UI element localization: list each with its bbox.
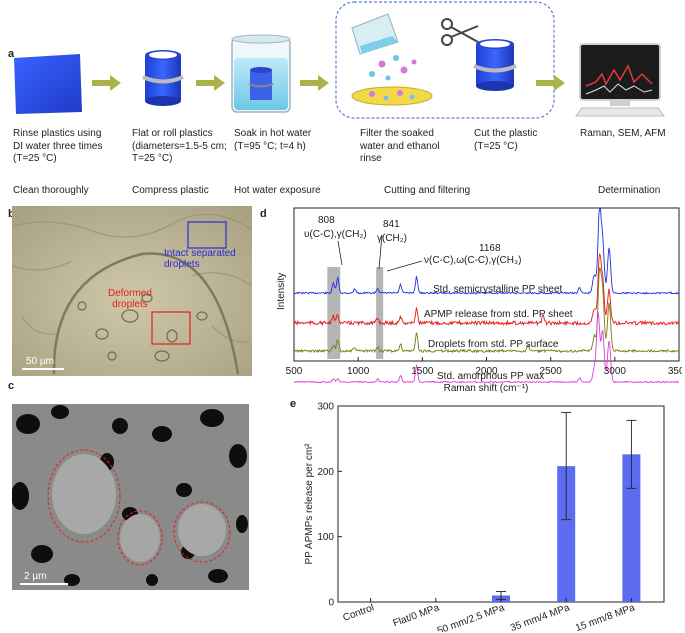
series-label-3: Std. amorphous PP wax [437, 371, 544, 382]
micrograph-b [12, 206, 252, 376]
step-rinse-text: Rinse plastics using DI water three time… [13, 128, 103, 164]
intact-droplets-box [187, 221, 227, 249]
peak-band-1 [376, 267, 384, 359]
raman-xtick-label: 500 [286, 366, 303, 377]
category-determination: Determination [598, 185, 661, 196]
panel-label-e: e [290, 398, 297, 410]
raman-ylabel: Intensity [276, 273, 287, 310]
peak-808-label: 808 [318, 215, 335, 226]
scale-bar-b-label: 50 µm [26, 356, 54, 367]
bar-xtick-label-1: Flat/0 MPa [392, 602, 442, 629]
step-soak-text: Soak in hot water (T=95 °C; t=4 h) [234, 128, 312, 152]
computer-monitor-icon [575, 43, 665, 117]
category-clean: Clean thoroughly [13, 185, 89, 196]
bar-xtick-label-0: Control [342, 602, 376, 623]
deformed-droplets-label: Deformed droplets [108, 288, 152, 310]
raman-xtick-label: 2000 [475, 366, 498, 377]
bar-ytick-label: 300 [317, 402, 334, 413]
peak-1168-label: 1168 [479, 243, 501, 254]
bar-ytick-label: 100 [317, 532, 334, 543]
raman-series-0 [293, 208, 680, 295]
panel-label-c: c [8, 380, 15, 392]
panel-label-b: b [8, 208, 15, 220]
filter-membrane-icon [351, 86, 433, 106]
series-label-1: APMP release from std. PP sheet [424, 309, 573, 320]
peak-band-0 [327, 267, 341, 359]
intact-droplets-label: Intact separated droplets [164, 248, 236, 270]
droplet-outline [173, 501, 231, 563]
raman-series-3 [293, 311, 680, 384]
series-label-0: Std. semicrystalline PP sheet [433, 284, 563, 295]
raman-series-2 [293, 267, 680, 354]
bar-ylabel: PP APMPs release per cm² [304, 443, 315, 565]
step-cut-text: Cut the plastic (T=25 °C) [474, 128, 538, 152]
step-determination-text: Raman, SEM, AFM [580, 128, 666, 139]
peak-808-assign: υ(C-C),γ(CH₂) [304, 229, 367, 240]
step-flatten-text: Flat or roll plastics (diameters=1.5-5 c… [132, 128, 227, 164]
arrow-icon [196, 75, 225, 91]
bar-plot-frame [337, 405, 665, 603]
category-hot-water: Hot water exposure [234, 185, 321, 196]
droplet-outline [47, 449, 121, 543]
raman-xtick-label: 1500 [411, 366, 434, 377]
raman-xtick-label: 3000 [604, 366, 627, 377]
bar-xtick-label-2: 50 mm/2.5 MPa [436, 602, 506, 632]
pouring-beaker-icon [351, 13, 399, 55]
raman-xtick-label: 2500 [540, 366, 563, 377]
scale-bar-c-label: 2 µm [24, 571, 47, 582]
raman-series-1 [293, 253, 680, 327]
scissors-icon [441, 18, 479, 46]
workflow-illustration [14, 1, 665, 119]
filter-step-box [335, 1, 555, 119]
droplet-outline [117, 510, 163, 566]
plastic-sheet-icon [14, 54, 82, 114]
category-cutting: Cutting and filtering [384, 185, 471, 196]
panel-label-a: a [8, 48, 15, 60]
arrow-icon [92, 75, 121, 91]
raman-spectra-chart: 500 1000 1500 2000 2500 3000 3500 Intensity Ra… [276, 207, 682, 394]
series-label-2: Droplets from std. PP surface [428, 339, 559, 350]
deformed-droplets-box [151, 311, 191, 345]
step-filter-text: Filter the soaked water and ethanol rins… [360, 128, 440, 164]
cut-roll-icon [473, 39, 517, 91]
arrow-icon [536, 75, 565, 91]
peak-841-label: 841 [383, 219, 400, 230]
rolled-plastic-icon [142, 50, 184, 106]
peak-1168-assign: ν(C-C),ω(C-C),γ(CH₃) [424, 255, 521, 266]
panel-label-d: d [260, 208, 267, 220]
raman-xtick-label: 3500 [668, 366, 682, 377]
raman-xtick-label: 1000 [347, 366, 370, 377]
particles-icon [369, 55, 417, 81]
bar-xtick-label-3: 35 mm/4 MPa [509, 602, 572, 632]
arrow-icon [300, 75, 329, 91]
raman-xlabel: Raman shift (cm⁻¹) [444, 383, 529, 394]
bar-ytick-label: 200 [317, 467, 334, 478]
bar-xtick-label-4: 15 mm/8 MPa [574, 602, 637, 632]
bar-3 [557, 466, 576, 602]
bar-ytick-label: 0 [328, 598, 334, 609]
hot-water-beaker-icon [231, 34, 291, 113]
bar-4 [622, 454, 641, 602]
micrograph-c [12, 404, 249, 590]
peak-841-assign: γ(CH₂) [377, 233, 407, 244]
category-compress: Compress plastic [132, 185, 209, 196]
